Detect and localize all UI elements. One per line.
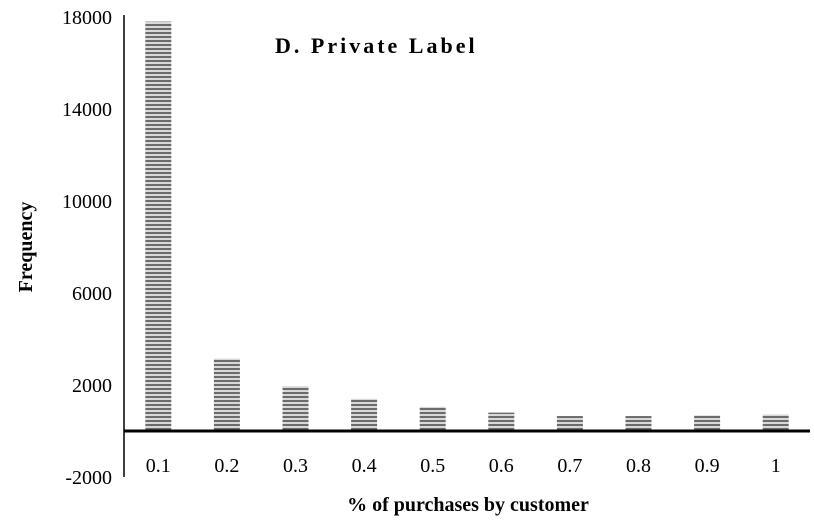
x-tick-label: 0.4 xyxy=(352,455,377,477)
chart-title: D. Private Label xyxy=(275,33,478,58)
x-tick-label: 0.8 xyxy=(626,455,651,477)
y-tick-label: 10000 xyxy=(62,191,112,213)
bar-0.1 xyxy=(145,21,172,431)
bar-0.4 xyxy=(351,398,378,431)
y-tick-label: 6000 xyxy=(72,283,112,305)
y-tick-label: 14000 xyxy=(62,99,112,121)
bar-0.7 xyxy=(556,416,583,431)
bar-0.2 xyxy=(213,358,240,431)
y-axis-label: Frequency xyxy=(15,202,37,293)
y-axis-ticks: 18000 14000 10000 6000 2000 -2000 xyxy=(62,7,112,489)
x-axis-ticks: 0.1 0.2 0.3 0.4 0.5 0.6 0.7 0.8 0.9 1 xyxy=(146,455,781,477)
x-tick-label: 0.6 xyxy=(489,455,514,477)
x-tick-label: 1 xyxy=(771,455,781,477)
bar-0.8 xyxy=(625,416,652,431)
x-tick-label: 0.7 xyxy=(557,455,582,477)
x-tick-label: 0.2 xyxy=(214,455,239,477)
x-axis-label: % of purchases by customer xyxy=(347,494,589,516)
x-tick-label: 0.9 xyxy=(695,455,720,477)
x-tick-label: 0.3 xyxy=(283,455,308,477)
y-tick-label: 18000 xyxy=(62,7,112,29)
bar-0.5 xyxy=(419,406,446,431)
bar-1 xyxy=(762,414,789,431)
x-tick-label: 0.1 xyxy=(146,455,171,477)
bar-0.3 xyxy=(282,386,309,431)
bars xyxy=(145,21,789,431)
x-tick-label: 0.5 xyxy=(420,455,445,477)
bar-0.9 xyxy=(694,415,721,431)
bar-0.6 xyxy=(488,412,515,431)
y-tick-label: 2000 xyxy=(72,375,112,397)
y-tick-label: -2000 xyxy=(65,467,112,489)
